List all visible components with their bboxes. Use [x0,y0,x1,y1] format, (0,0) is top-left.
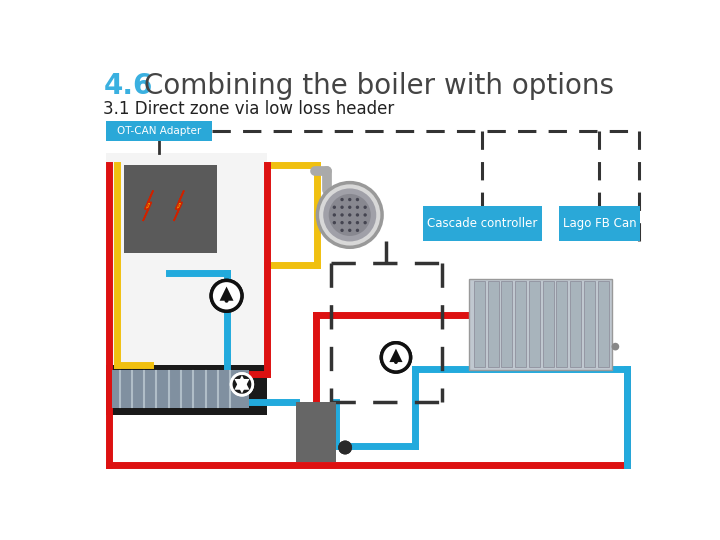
Bar [598,281,609,367]
Circle shape [341,221,343,224]
Text: Lago FB Can: Lago FB Can [563,217,636,230]
Polygon shape [390,349,402,362]
Circle shape [611,343,619,350]
Circle shape [394,360,398,364]
Bar [106,121,212,141]
Circle shape [333,221,336,224]
Polygon shape [235,375,250,390]
Circle shape [356,198,359,201]
Bar [570,281,581,367]
Circle shape [348,221,351,224]
Bar [296,402,336,462]
Bar [529,281,540,367]
Circle shape [231,374,253,395]
Circle shape [338,441,352,455]
Text: OT-CAN Adapter: OT-CAN Adapter [117,126,201,136]
Circle shape [348,228,351,232]
Bar [474,281,485,367]
Polygon shape [235,379,250,394]
Circle shape [348,213,351,217]
Bar [469,279,611,370]
Polygon shape [235,375,250,390]
Circle shape [341,206,343,209]
Circle shape [323,188,377,241]
Bar [543,281,554,367]
Circle shape [318,183,382,247]
Polygon shape [145,198,150,213]
Circle shape [231,374,253,395]
Circle shape [329,194,371,236]
Text: Combining the boiler with options: Combining the boiler with options [144,72,614,100]
Polygon shape [174,191,184,221]
Circle shape [356,221,359,224]
Circle shape [382,343,410,372]
Circle shape [341,213,343,217]
Circle shape [364,221,367,224]
Bar [106,365,267,415]
Polygon shape [220,287,233,301]
Bar [106,121,212,141]
Circle shape [225,299,228,303]
Circle shape [333,206,336,209]
Text: OT-CAN Adapter: OT-CAN Adapter [117,126,201,136]
Circle shape [338,441,352,455]
Circle shape [348,198,351,201]
Circle shape [211,280,242,311]
Circle shape [225,299,228,303]
Circle shape [356,206,359,209]
Circle shape [364,213,367,217]
Bar [124,165,217,253]
Bar [487,281,498,367]
Polygon shape [143,191,153,221]
Bar [501,281,513,367]
Circle shape [364,206,367,209]
Bar [296,402,336,462]
Circle shape [341,228,343,232]
Bar [559,206,640,241]
Text: 3.1 Direct zone via low loss header: 3.1 Direct zone via low loss header [104,100,395,118]
Text: Cascade controller: Cascade controller [428,217,538,230]
Circle shape [341,198,343,201]
Bar [423,206,542,241]
Bar [584,281,595,367]
Text: Lago FB Can: Lago FB Can [563,217,636,230]
Text: 4.6: 4.6 [104,72,153,100]
Bar [515,281,526,367]
Bar [106,153,267,415]
Bar [112,370,249,408]
Polygon shape [390,349,402,362]
Bar [423,206,542,241]
Text: Cascade controller: Cascade controller [428,217,538,230]
Circle shape [333,213,336,217]
Circle shape [356,213,359,217]
Polygon shape [176,198,181,213]
Bar [557,281,567,367]
Bar [559,206,640,241]
Circle shape [348,206,351,209]
Circle shape [356,228,359,232]
Circle shape [382,343,410,372]
Circle shape [394,360,398,364]
Circle shape [211,280,242,311]
Polygon shape [235,379,250,394]
Polygon shape [220,287,233,301]
